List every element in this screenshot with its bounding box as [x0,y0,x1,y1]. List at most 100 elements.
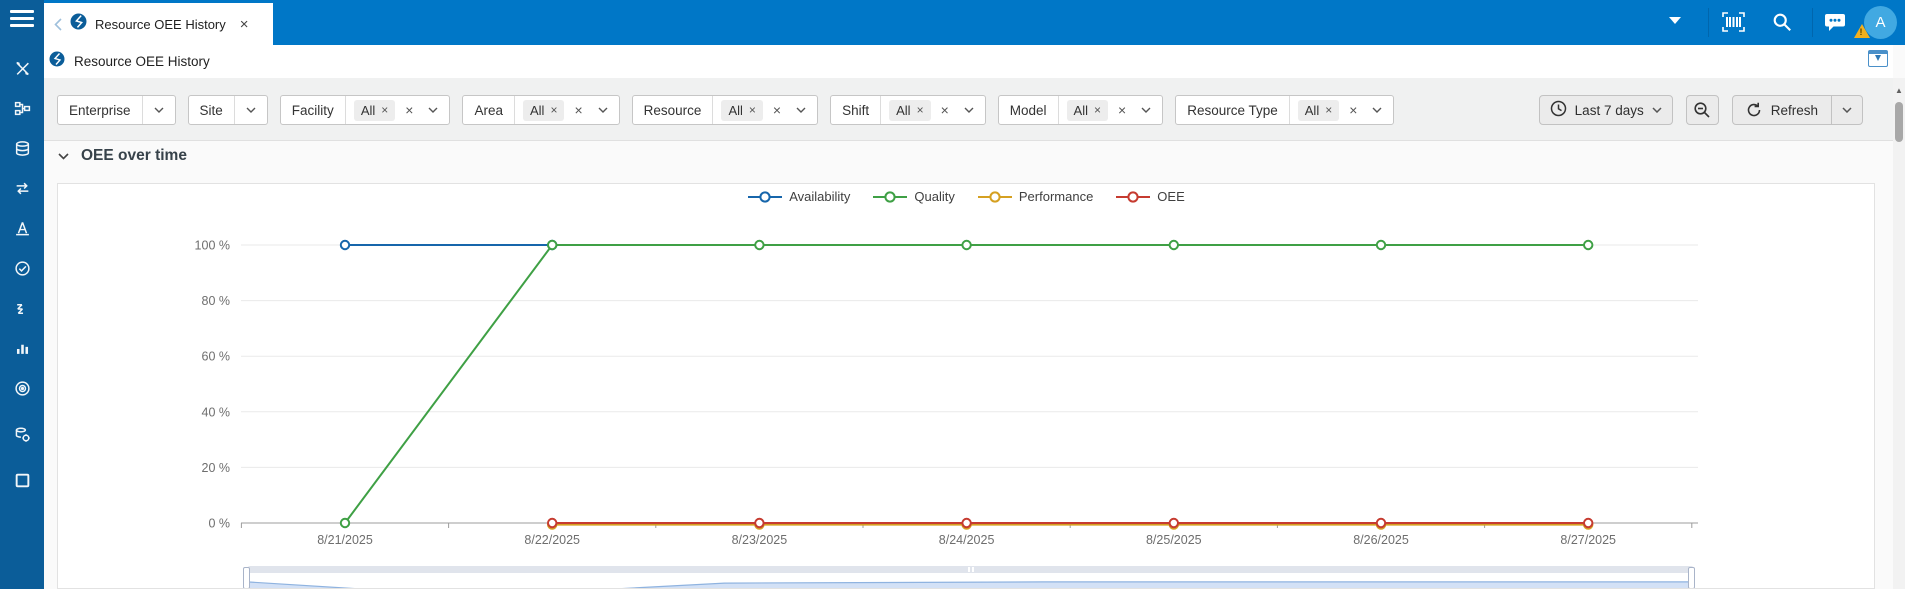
chevron-down-icon [1652,107,1662,113]
filter-chip-all[interactable]: All × [353,99,396,121]
page-title: Resource OEE History [74,54,210,69]
scroll-up-arrow[interactable]: ▲ [1895,86,1903,95]
filter-dropdown-caret[interactable] [953,96,985,124]
filter-shift[interactable]: Shift All × × [830,95,986,125]
process-steps-icon [16,303,23,314]
filter-dropdown-caret[interactable] [143,96,175,124]
tab-close-icon[interactable]: × [239,15,249,33]
legend-item-performance[interactable]: Performance [977,189,1093,204]
filter-model[interactable]: Model All × × [997,95,1164,125]
filter-enterprise[interactable]: Enterprise [57,95,176,125]
filter-label: Site [199,102,223,118]
filter-dropdown-caret[interactable] [1361,96,1393,124]
filter-chip-all[interactable]: All × [1297,99,1340,121]
chip-remove-icon[interactable]: × [916,103,924,117]
svg-text:80 %: 80 % [202,294,231,308]
chart-scrollbar-grip[interactable] [965,567,977,572]
refresh-options-caret[interactable] [1831,96,1862,124]
filter-clear-icon[interactable]: × [574,102,583,118]
dock-panel-icon[interactable] [1868,50,1888,67]
sidebar-item-process-steps[interactable] [0,288,44,328]
legend-item-oee[interactable]: OEE [1115,189,1185,204]
svg-text:8/21/2025: 8/21/2025 [317,533,373,547]
scrollbar-thumb[interactable] [1895,102,1903,142]
oee-line-chart[interactable]: 0 % 20 % 40 % 60 % 80 % 100 % 8/21/2025 8/22/20… [58,214,1875,554]
legend-item-quality[interactable]: Quality [872,189,955,204]
chevron-down-icon [796,107,806,113]
filter-clear-icon[interactable]: × [772,102,782,118]
dropdown-caret-icon[interactable] [1669,17,1681,24]
filter-dropdown-caret[interactable] [587,96,619,124]
sidebar-item-data-exchange[interactable] [0,168,44,208]
chat-icon[interactable] [1824,13,1846,32]
sidebar-item-database[interactable] [0,128,44,168]
bar-chart-icon [16,344,28,354]
chip-remove-icon[interactable]: × [1325,103,1333,117]
filter-chip-all[interactable]: All × [523,99,565,121]
navigator-right-handle[interactable] [1688,567,1695,588]
svg-text:8/23/2025: 8/23/2025 [732,533,788,547]
sidebar-item-window[interactable] [0,460,44,500]
svg-text:8/26/2025: 8/26/2025 [1353,533,1409,547]
filter-clear-icon[interactable]: × [940,102,949,118]
sidebar-item-quality-check[interactable] [0,248,44,288]
refresh-button[interactable]: Refresh [1733,96,1831,124]
filter-dropdown-caret[interactable] [235,96,267,124]
chip-remove-icon[interactable]: × [550,103,558,117]
filter-dropdown-caret[interactable] [1130,96,1162,124]
chart-navigator-preview[interactable] [247,574,1694,589]
tab-back-chevron-icon[interactable] [54,17,62,31]
divider [344,96,346,124]
divider [880,96,882,124]
sidebar-item-data-services[interactable] [0,414,44,454]
section-header-oee-over-time[interactable]: OEE over time [58,147,187,165]
sidebar-item-cone[interactable] [0,208,44,248]
filter-dropdown-caret[interactable] [785,96,817,124]
filter-area[interactable]: Area All × × [462,95,620,125]
sidebar-item-target[interactable] [0,368,44,408]
filter-label: Area [474,102,503,118]
filter-dropdown-caret[interactable] [417,96,449,124]
svg-text:20 %: 20 % [202,461,231,475]
sidebar-item-workflow[interactable] [0,88,44,128]
sidebar-item-tools[interactable] [0,48,44,88]
chip-remove-icon[interactable]: × [748,103,756,117]
chevron-down-icon [1372,107,1382,113]
hamburger-menu-icon[interactable] [10,10,34,28]
filter-clear-icon[interactable]: × [405,102,414,118]
filter-resource-type[interactable]: Resource Type All × × [1175,95,1395,125]
navigator-left-handle[interactable] [243,567,250,588]
chip-label: All [360,102,376,118]
collapse-chevron-icon[interactable] [58,152,69,160]
top-bar: Resource OEE History × A [44,0,1905,45]
filter-facility[interactable]: Facility All × × [279,95,451,125]
data-exchange-icon [16,182,28,194]
oee-chart-card: Availability Quality Performance OEE 0 % 20 … [57,183,1875,589]
filter-resource[interactable]: Resource All × × [631,95,819,125]
zoom-out-button[interactable] [1685,95,1719,125]
filter-chip-all[interactable]: All × [721,99,763,121]
legend-item-availability[interactable]: Availability [747,189,850,204]
chip-remove-icon[interactable]: × [381,103,389,117]
chip-remove-icon[interactable]: × [1094,103,1102,117]
section-title: OEE over time [81,147,187,164]
barcode-scanner-icon[interactable] [1722,12,1745,32]
filter-label: Model [1009,102,1047,118]
filter-chip-all[interactable]: All × [1066,99,1109,121]
filter-label: Resource Type [1187,102,1278,118]
chip-label: All [1073,102,1088,118]
chart-scrollbar-track[interactable] [247,566,1694,573]
tab-resource-oee-history[interactable]: Resource OEE History × [44,3,273,45]
sidebar-item-bar-chart[interactable] [0,328,44,368]
filter-clear-icon[interactable]: × [1118,102,1127,118]
search-icon[interactable] [1772,12,1792,32]
vertical-scrollbar[interactable]: ▲ [1893,78,1905,589]
filter-chip-all[interactable]: All × [889,99,931,121]
filter-clear-icon[interactable]: × [1349,102,1358,118]
chevron-down-icon [1842,107,1852,113]
chart-toolbar: Last 7 days Refresh [1538,95,1863,125]
time-range-button[interactable]: Last 7 days [1538,95,1673,125]
filter-label: Resource [643,102,702,118]
svg-text:8/22/2025: 8/22/2025 [524,533,580,547]
filter-site[interactable]: Site [187,95,268,125]
